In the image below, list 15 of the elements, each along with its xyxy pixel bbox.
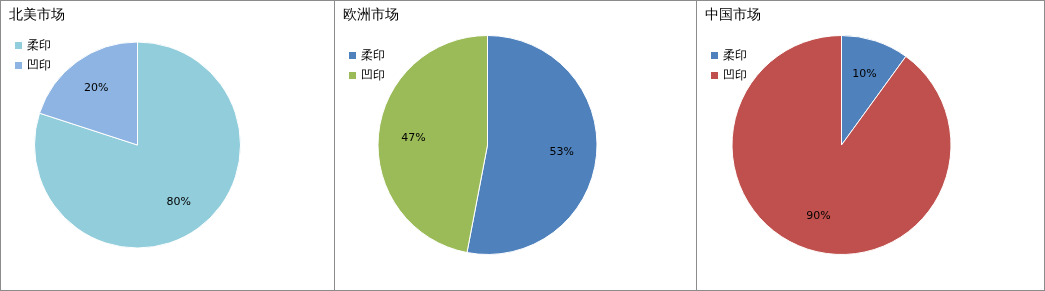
data-label: 10% — [852, 67, 877, 81]
data-label: 80% — [166, 194, 191, 208]
chart-title: 中国市场 — [705, 6, 761, 24]
legend-label: 凹印 — [27, 56, 51, 74]
data-label: 47% — [401, 130, 426, 144]
legend-label: 柔印 — [361, 46, 385, 64]
legend-label: 凹印 — [361, 66, 385, 84]
chart-title: 北美市场 — [9, 6, 65, 24]
legend-label: 凹印 — [723, 66, 747, 84]
data-label: 53% — [549, 144, 574, 158]
data-label: 90% — [806, 208, 831, 222]
legend-label: 柔印 — [27, 36, 51, 54]
chart-title: 欧洲市场 — [343, 6, 399, 24]
data-label: 20% — [84, 81, 109, 95]
legend-label: 柔印 — [723, 46, 747, 64]
